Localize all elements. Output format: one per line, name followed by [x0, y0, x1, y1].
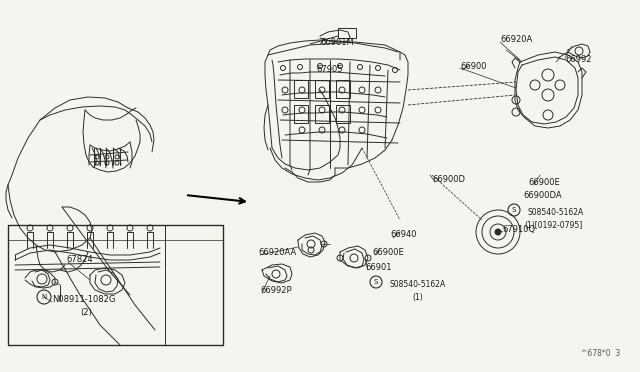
Text: 66901M: 66901M — [320, 38, 354, 47]
Text: 66920AA: 66920AA — [258, 248, 296, 257]
Text: (1): (1) — [412, 293, 423, 302]
Bar — [315, 80, 329, 98]
Bar — [8, 225, 223, 345]
Text: 66900D: 66900D — [432, 175, 465, 184]
Text: 66900DA: 66900DA — [523, 191, 562, 200]
Text: 67824: 67824 — [66, 255, 93, 264]
Text: S: S — [512, 207, 516, 213]
Bar — [336, 80, 350, 98]
Circle shape — [495, 229, 501, 235]
Text: ^678*0  3: ^678*0 3 — [580, 349, 620, 358]
Text: S: S — [374, 279, 378, 285]
Text: 66992P: 66992P — [260, 286, 292, 295]
Text: 66992: 66992 — [565, 55, 591, 64]
Text: 67910Q: 67910Q — [502, 225, 535, 234]
Text: N08911-1082G: N08911-1082G — [52, 295, 115, 304]
Text: S08540-5162A: S08540-5162A — [390, 280, 446, 289]
Bar — [294, 80, 308, 98]
Text: 66900E: 66900E — [528, 178, 560, 187]
Bar — [338, 28, 356, 38]
Bar — [294, 105, 308, 123]
Text: 66940: 66940 — [390, 230, 417, 239]
Text: 66900: 66900 — [460, 62, 486, 71]
Text: N: N — [42, 294, 47, 300]
Bar — [315, 105, 329, 123]
Text: 66920A: 66920A — [500, 35, 532, 44]
Text: (1)[0192-0795]: (1)[0192-0795] — [524, 221, 582, 230]
Text: (2): (2) — [80, 308, 92, 317]
Text: 66901: 66901 — [365, 263, 392, 272]
Text: S08540-5162A: S08540-5162A — [528, 208, 584, 217]
Bar — [336, 105, 350, 123]
Text: 67905: 67905 — [316, 65, 342, 74]
Text: 66900E: 66900E — [372, 248, 404, 257]
